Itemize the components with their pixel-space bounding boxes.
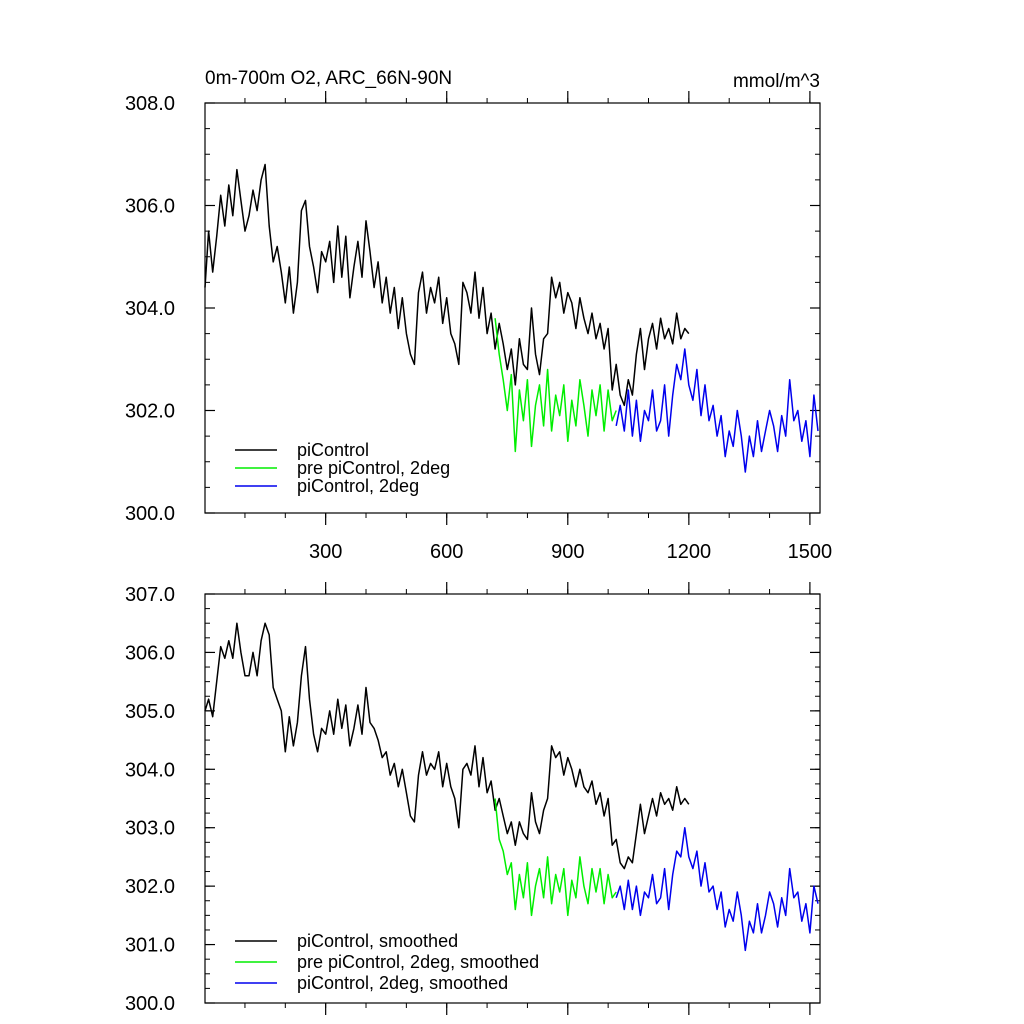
y-tick-label: 300.0: [125, 503, 175, 525]
legend-label: pre piControl, 2deg: [297, 458, 450, 478]
series-line: [204, 622, 690, 870]
y-tick-label: 302.0: [125, 876, 175, 898]
x-tick-label: 1200: [667, 541, 712, 563]
chart-units: mmol/m^3: [733, 71, 820, 92]
legend-label: piControl: [297, 440, 369, 460]
legend-label: pre piControl, 2deg, smoothed: [297, 952, 539, 972]
y-tick-label: 300.0: [125, 993, 175, 1015]
y-tick-label: 304.0: [125, 298, 175, 320]
y-tick-label: 302.0: [125, 401, 175, 423]
y-tick-label: 306.0: [125, 642, 175, 664]
x-tick-label: 600: [430, 541, 463, 563]
top-panel: 0m-700m O2, ARC_66N-90N mmol/m^3 300.0 30…: [125, 68, 832, 563]
bottom-panel: 300.0 301.0 302.0 303.0 304.0 305.0 306.0 307.0…: [125, 582, 821, 1015]
y-tick-label: 306.0: [125, 196, 175, 218]
series-line: [204, 163, 690, 407]
series-line: [615, 348, 819, 473]
series-line: [615, 826, 819, 952]
chart-title: 0m-700m O2, ARC_66N-90N: [205, 68, 452, 89]
y-tick-label: 303.0: [125, 818, 175, 840]
x-tick-label: 1500: [788, 541, 833, 563]
legend-label: piControl, 2deg, smoothed: [297, 973, 508, 993]
series-line: [494, 798, 617, 917]
series-line: [494, 318, 617, 453]
y-tick-label: 307.0: [125, 584, 175, 606]
y-tick-label: 301.0: [125, 935, 175, 957]
y-tick-label: 304.0: [125, 759, 175, 781]
x-tick-label: 900: [551, 541, 584, 563]
y-tick-label: 305.0: [125, 701, 175, 723]
y-tick-label: 308.0: [125, 93, 175, 115]
legend-label: piControl, smoothed: [297, 931, 458, 951]
x-tick-label: 300: [309, 541, 342, 563]
legend-label: piControl, 2deg: [297, 476, 419, 496]
